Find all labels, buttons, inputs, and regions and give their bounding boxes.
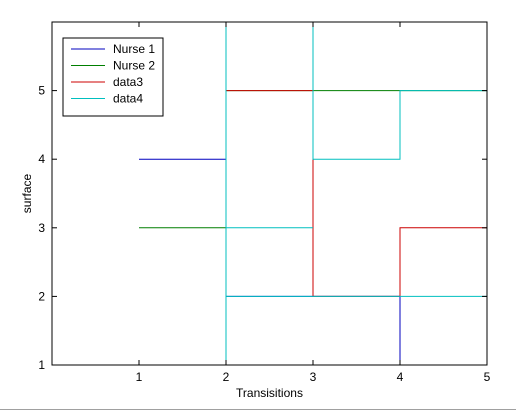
y-axis-label: surface <box>20 174 34 214</box>
legend-label-4: data4 <box>113 92 143 106</box>
x-tick-label-2: 2 <box>223 370 230 384</box>
legend-label-3: data3 <box>113 75 143 89</box>
y-tick-label-2: 2 <box>38 289 45 303</box>
legend-label-2: Nurse 2 <box>113 59 155 73</box>
y-tick-label-4: 4 <box>38 152 45 166</box>
axes-box <box>51 21 488 366</box>
y-tick-label-1: 1 <box>38 358 45 372</box>
series-layer <box>139 21 488 366</box>
legend: Nurse 1 Nurse 2 data3 data4 <box>62 37 164 117</box>
y-tick-label-5: 5 <box>38 84 45 98</box>
legend-box <box>62 37 164 117</box>
x-axis-label: Transisitions <box>236 386 303 400</box>
x-tick-label-1: 1 <box>136 370 143 384</box>
x-tick-label-5: 5 <box>484 370 491 384</box>
y-tick-label-3: 3 <box>38 221 45 235</box>
bottom-rule <box>0 409 516 410</box>
tick-layer: 1 2 3 4 5 1 2 3 4 5 <box>38 22 491 384</box>
legend-label-1: Nurse 1 <box>113 42 155 56</box>
x-tick-label-3: 3 <box>310 370 317 384</box>
x-tick-label-4: 4 <box>397 370 404 384</box>
